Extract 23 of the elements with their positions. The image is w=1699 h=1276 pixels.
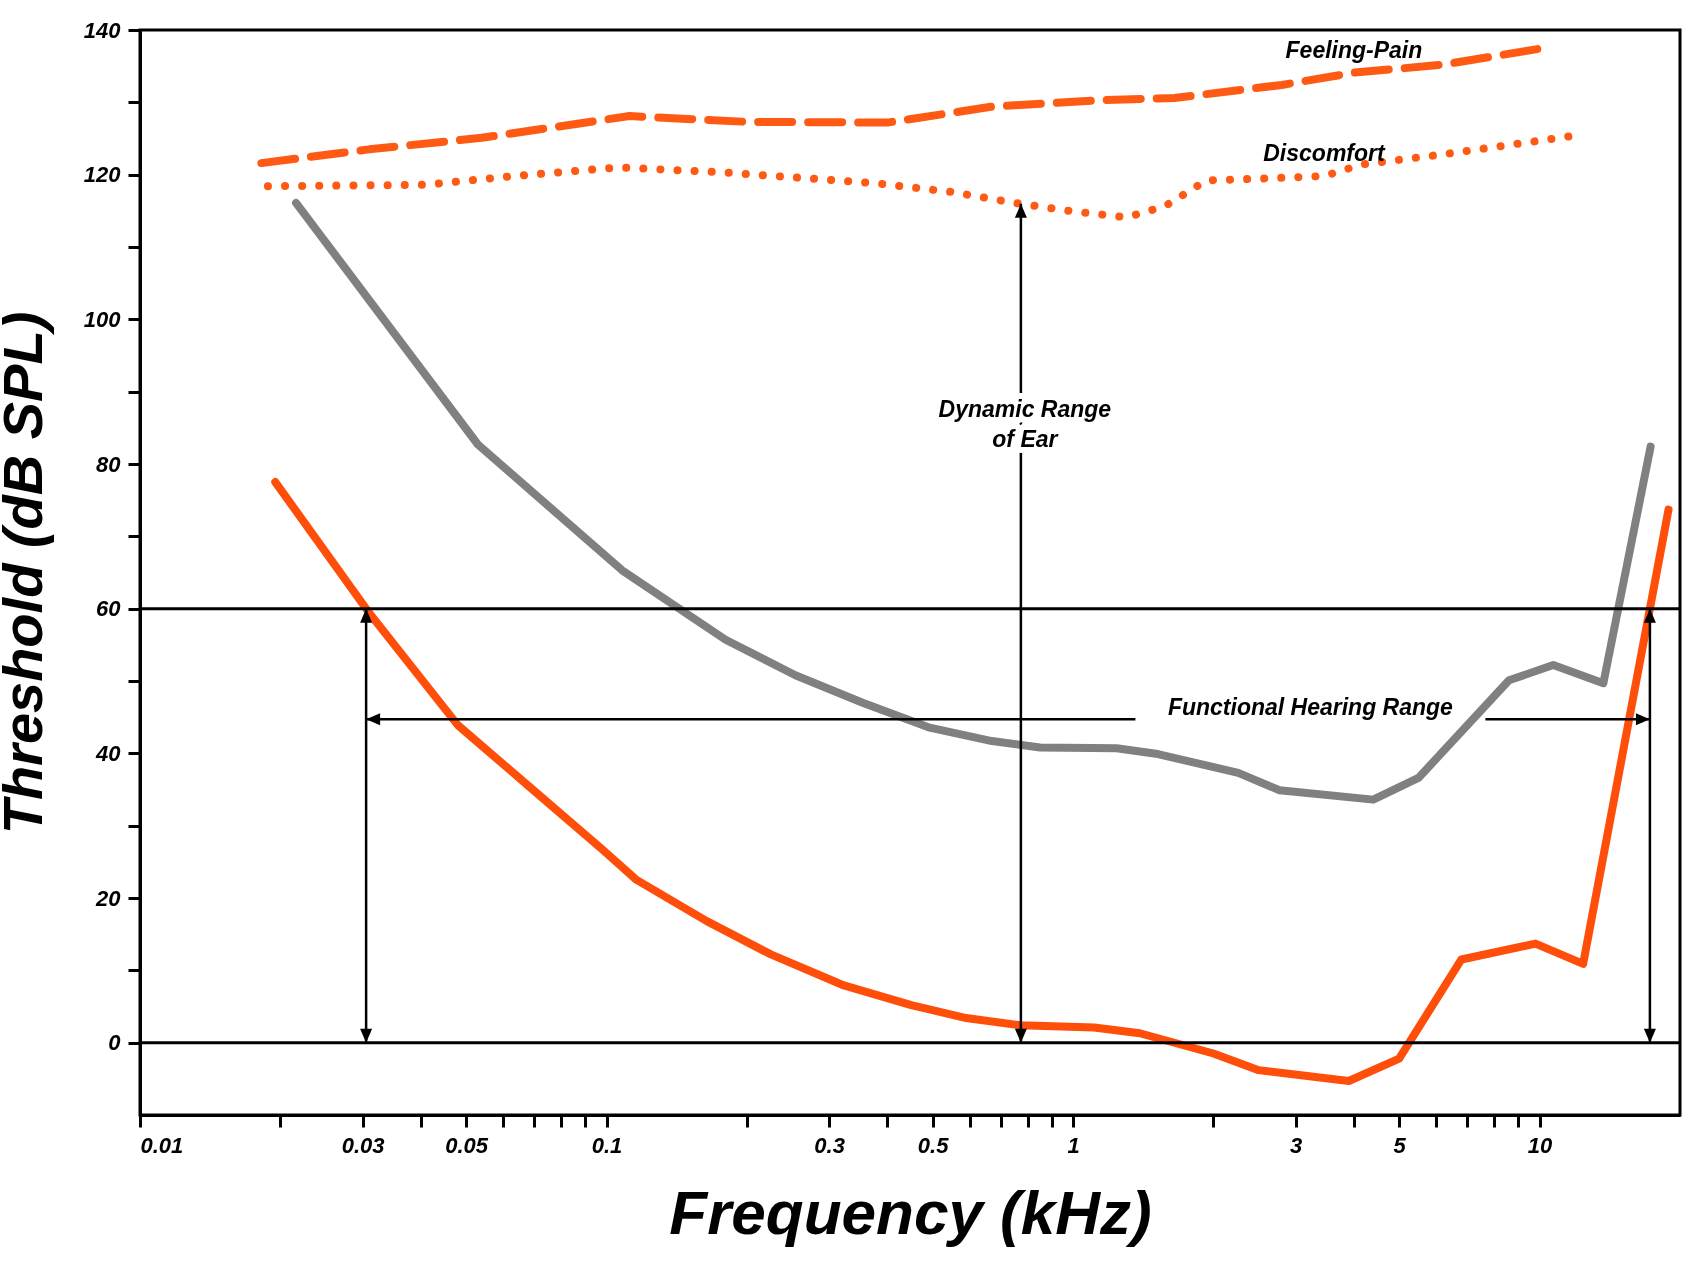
x-tick-label: 0.3 xyxy=(814,1132,845,1158)
x-tick-label: 0.1 xyxy=(591,1132,623,1158)
y-tick-label: 120 xyxy=(83,162,122,188)
x-tick-label: 0.03 xyxy=(341,1132,385,1158)
x-tick-label: 1 xyxy=(1067,1132,1080,1158)
annotation: Functional Hearing Range xyxy=(1167,694,1454,721)
x-tick-label: 0.5 xyxy=(917,1132,950,1158)
y-tick-label: 20 xyxy=(95,885,122,911)
y-tick-label: 140 xyxy=(83,17,122,43)
y-tick-label: 0 xyxy=(108,1030,122,1056)
series-label: Feeling-Pain xyxy=(1285,36,1423,63)
x-tick-label: 3 xyxy=(1290,1132,1303,1158)
x-tick-label: 0.01 xyxy=(140,1132,184,1158)
y-tick-label: 60 xyxy=(96,596,122,622)
series-label: Discomfort xyxy=(1263,140,1386,167)
y-tick-label: 80 xyxy=(96,451,122,477)
y-tick-label: 40 xyxy=(95,740,122,766)
x-tick-label: 5 xyxy=(1393,1132,1407,1158)
x-axis-title: Frequency (kHz) xyxy=(669,1177,1152,1247)
y-axis-title: Threshold (dB SPL) xyxy=(0,311,54,835)
y-tick-label: 100 xyxy=(83,306,122,332)
x-tick-label: 0.05 xyxy=(445,1132,489,1158)
x-tick-label: 10 xyxy=(1527,1132,1554,1158)
